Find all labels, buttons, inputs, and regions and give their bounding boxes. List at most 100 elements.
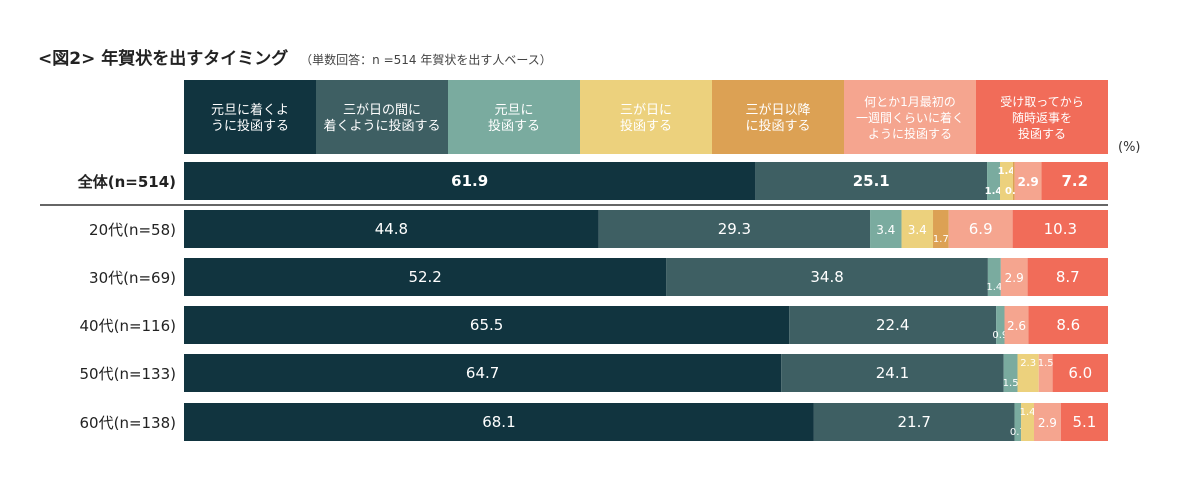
- bar-segment: [987, 258, 1001, 296]
- category-label: 50代(n=133): [80, 365, 177, 383]
- unit-label: (%): [1118, 140, 1141, 155]
- legend-label-1: うに投函する: [211, 118, 289, 134]
- bar-value-label: 21.7: [898, 413, 931, 431]
- bar-segment: [901, 210, 934, 248]
- legend-label-5: 三が日以降: [745, 103, 810, 118]
- legend-label-7: 受け取ってから: [1000, 95, 1083, 109]
- legend-label-7: 投函する: [1018, 126, 1066, 141]
- bar-segment: [184, 210, 599, 248]
- bar-value-label: 64.7: [466, 364, 499, 382]
- legend-label-4: 三が日に: [620, 103, 672, 118]
- bar-value-label: 1.7: [933, 234, 949, 245]
- category-label: 全体(n=514): [77, 173, 176, 191]
- bar-segment: [184, 258, 667, 296]
- legend-label-6: 何とか1月最初の: [864, 95, 956, 109]
- bar-value-label: 1.4: [998, 166, 1016, 177]
- bar-segment: [1000, 162, 1013, 200]
- legend-box-7: [976, 80, 1108, 154]
- bar-value-label: 0.2: [1005, 186, 1023, 197]
- bar-segment: [948, 210, 1013, 248]
- bar-value-label: 34.8: [810, 268, 843, 286]
- legend-label-6: 一週間くらいに着く: [856, 110, 964, 125]
- bar-value-label: 1.5: [1003, 378, 1019, 389]
- bar-value-label: 6.0: [1068, 364, 1092, 382]
- bar-segment: [996, 306, 1005, 344]
- bar-segment: [184, 306, 790, 344]
- bar-value-label: 25.1: [853, 172, 890, 190]
- bar-value-label: 3.4: [876, 223, 895, 237]
- bar-value-label: 8.7: [1056, 268, 1080, 286]
- bar-value-label: 61.9: [451, 172, 488, 190]
- bar-value-label: 2.3: [1020, 358, 1036, 369]
- bar-value-label: 2.9: [1038, 416, 1057, 430]
- bar-value-label: 68.1: [482, 413, 515, 431]
- bar-segment: [1004, 306, 1029, 344]
- bar-segment: [1038, 354, 1053, 392]
- bar-value-label: 3.4: [908, 223, 927, 237]
- bar-value-label: 44.8: [375, 220, 408, 238]
- legend-box-3: [448, 80, 580, 154]
- bar-value-label: 1.4: [1020, 407, 1036, 418]
- bar-segment: [1012, 162, 1015, 200]
- bar-value-label: 5.1: [1072, 413, 1096, 431]
- bar-value-label: 29.3: [718, 220, 751, 238]
- bar-value-label: 22.4: [876, 316, 909, 334]
- bar-value-label: 2.6: [1007, 319, 1026, 333]
- category-label: 20代(n=58): [89, 221, 176, 239]
- legend-label-1: 元旦に着くよ: [211, 102, 289, 118]
- bar-value-label: 52.2: [408, 268, 441, 286]
- bar-value-label: 8.6: [1056, 316, 1080, 334]
- bar-value-label: 1.4: [985, 186, 1003, 197]
- legend-label-2: 三が日の間に: [343, 103, 421, 118]
- bar-value-label: 6.9: [969, 220, 993, 238]
- chart-title-line: <図2> 年賀状を出すタイミング （単数回答：n =514 年賀状を出す人ベース…: [38, 44, 552, 69]
- legend-box-5: [712, 80, 844, 154]
- legend-box-1: [184, 80, 316, 154]
- bar-segment: [1012, 210, 1108, 248]
- bar-value-label: 0.7: [1010, 427, 1026, 438]
- bar-value-label: 2.9: [1018, 175, 1039, 189]
- bar-segment: [1021, 403, 1035, 441]
- bar-segment: [184, 403, 814, 441]
- bar-segment: [1060, 403, 1108, 441]
- legend-label-2: 着くように投函する: [323, 118, 440, 134]
- bar-segment: [1000, 258, 1028, 296]
- bar-segment: [755, 162, 988, 200]
- legend-label-6: ように投函する: [868, 126, 952, 141]
- legend-label-3: 投函する: [488, 118, 540, 134]
- bar-segment: [598, 210, 871, 248]
- legend-label-7: 随時返事を: [1012, 110, 1072, 125]
- bar-value-label: 0.9: [992, 330, 1008, 341]
- bar-value-label: 2.9: [1005, 271, 1024, 285]
- bar-segment: [789, 306, 997, 344]
- bar-value-label: 10.3: [1044, 220, 1077, 238]
- bar-segment: [184, 354, 782, 392]
- bar-segment: [870, 210, 902, 248]
- bar-segment: [781, 354, 1004, 392]
- bar-segment: [1034, 403, 1061, 441]
- bar-value-label: 65.5: [470, 316, 503, 334]
- bar-value-label: 7.2: [1061, 172, 1088, 190]
- legend-box-6: [844, 80, 976, 154]
- chart-subtitle: （単数回答：n =514 年賀状を出す人ベース）: [300, 53, 552, 67]
- legend-label-5: に投函する: [745, 118, 810, 134]
- bar-segment: [1028, 306, 1108, 344]
- bar-segment: [1041, 162, 1108, 200]
- legend-label-4: 投函する: [620, 118, 672, 134]
- bar-value-label: 1.5: [1038, 358, 1054, 369]
- bar-segment: [1017, 354, 1039, 392]
- chart-title: <図2> 年賀状を出すタイミング: [38, 49, 289, 69]
- bar-segment: [666, 258, 988, 296]
- bar-segment: [1014, 162, 1042, 200]
- bar-segment: [1014, 403, 1022, 441]
- bar-segment: [1003, 354, 1018, 392]
- bar-value-label: 24.1: [876, 364, 909, 382]
- bar-segment: [987, 162, 1000, 200]
- bar-segment: [813, 403, 1015, 441]
- category-label: 30代(n=69): [89, 269, 176, 287]
- bar-segment: [1052, 354, 1108, 392]
- bar-segment: [933, 210, 949, 248]
- bar-segment: [1027, 258, 1108, 296]
- category-label: 60代(n=138): [80, 414, 177, 432]
